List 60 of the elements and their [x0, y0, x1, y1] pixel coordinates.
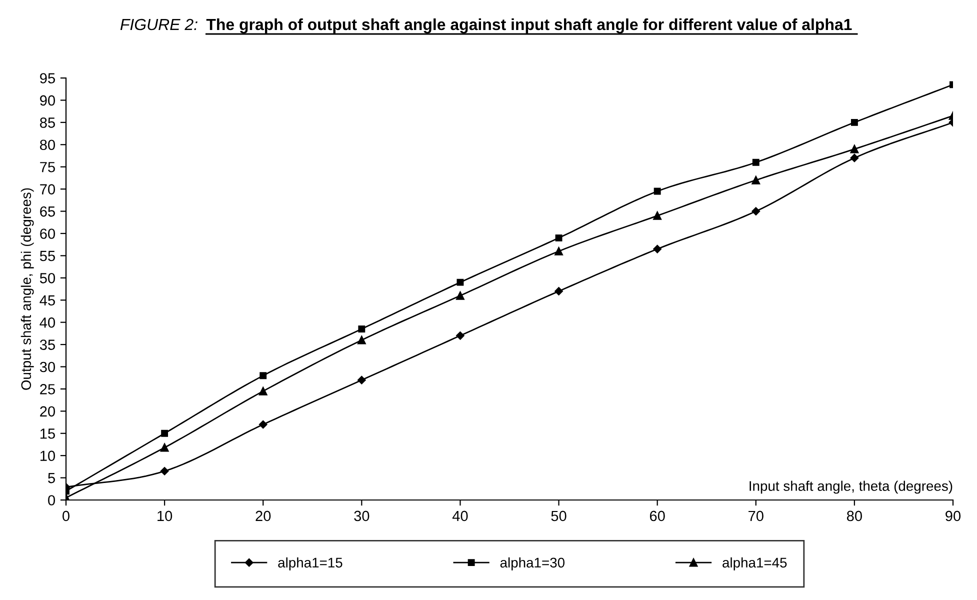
chart-title: FIGURE 2: The graph of output shaft angle against input shaft angle for different value of alpha1	[120, 18, 852, 34]
point	[161, 430, 168, 437]
point	[456, 332, 464, 340]
point	[258, 387, 268, 396]
x-tick-label: 50	[551, 510, 566, 522]
x-axis-title: Input shaft angle, theta (degrees)	[750, 480, 952, 494]
y-tick-label: 0	[48, 495, 56, 506]
point	[850, 154, 859, 162]
y-tick-label: 95	[40, 73, 55, 84]
point	[554, 287, 563, 296]
y-tick-label: 10	[40, 450, 56, 462]
point	[456, 291, 464, 300]
x-tick-label: 80	[846, 510, 862, 522]
x-tick-label: 10	[158, 510, 172, 522]
point	[850, 144, 859, 154]
point	[358, 336, 366, 344]
point	[358, 376, 366, 384]
legend-label: alpha1=30	[500, 557, 565, 570]
x-tick-label: 40	[452, 510, 468, 522]
y-tick-label: 75	[40, 162, 55, 172]
y-tick-label: 65	[40, 206, 55, 217]
y-tick-label: 15	[40, 428, 55, 439]
point	[358, 326, 366, 332]
x-tick-label: 70	[748, 510, 764, 522]
y-tick-label: 30	[40, 362, 56, 372]
point	[160, 443, 169, 452]
y-tick-label: 20	[40, 406, 56, 417]
point	[258, 420, 268, 429]
x-tick-label: 0	[62, 510, 70, 522]
y-tick-label: 55	[40, 250, 55, 262]
x-tick-label: 60	[650, 510, 665, 522]
y-tick-label: 70	[40, 184, 56, 194]
y-tick-label: 5	[48, 473, 55, 484]
point	[752, 158, 760, 166]
point	[752, 207, 760, 216]
point	[260, 372, 267, 380]
point	[850, 118, 858, 126]
x-tick-label: 20	[256, 510, 271, 522]
point	[653, 212, 662, 220]
y-tick-label: 85	[40, 118, 55, 128]
point	[160, 466, 169, 476]
point	[456, 278, 464, 286]
y-tick-label: 60	[40, 228, 56, 239]
x-tick-label: 30	[354, 510, 370, 522]
y-tick-label: 40	[40, 317, 56, 328]
point	[752, 176, 760, 184]
point	[653, 244, 662, 254]
point	[654, 188, 661, 195]
y-tick-label: 35	[40, 340, 55, 350]
legend-label: alpha1=45	[722, 557, 787, 570]
y-tick-label: 50	[40, 272, 56, 284]
y-tick-label: 25	[40, 384, 55, 394]
y-tick-label: 80	[40, 140, 56, 150]
y-tick-label: 90	[40, 95, 56, 106]
y-axis-title: Output shaft angle, phi (degrees)	[20, 188, 34, 390]
point	[555, 234, 562, 242]
legend-label: alpha1=15	[278, 557, 342, 570]
point	[554, 247, 563, 256]
x-tick-label: 90	[946, 510, 961, 522]
y-tick-label: 45	[40, 295, 55, 306]
